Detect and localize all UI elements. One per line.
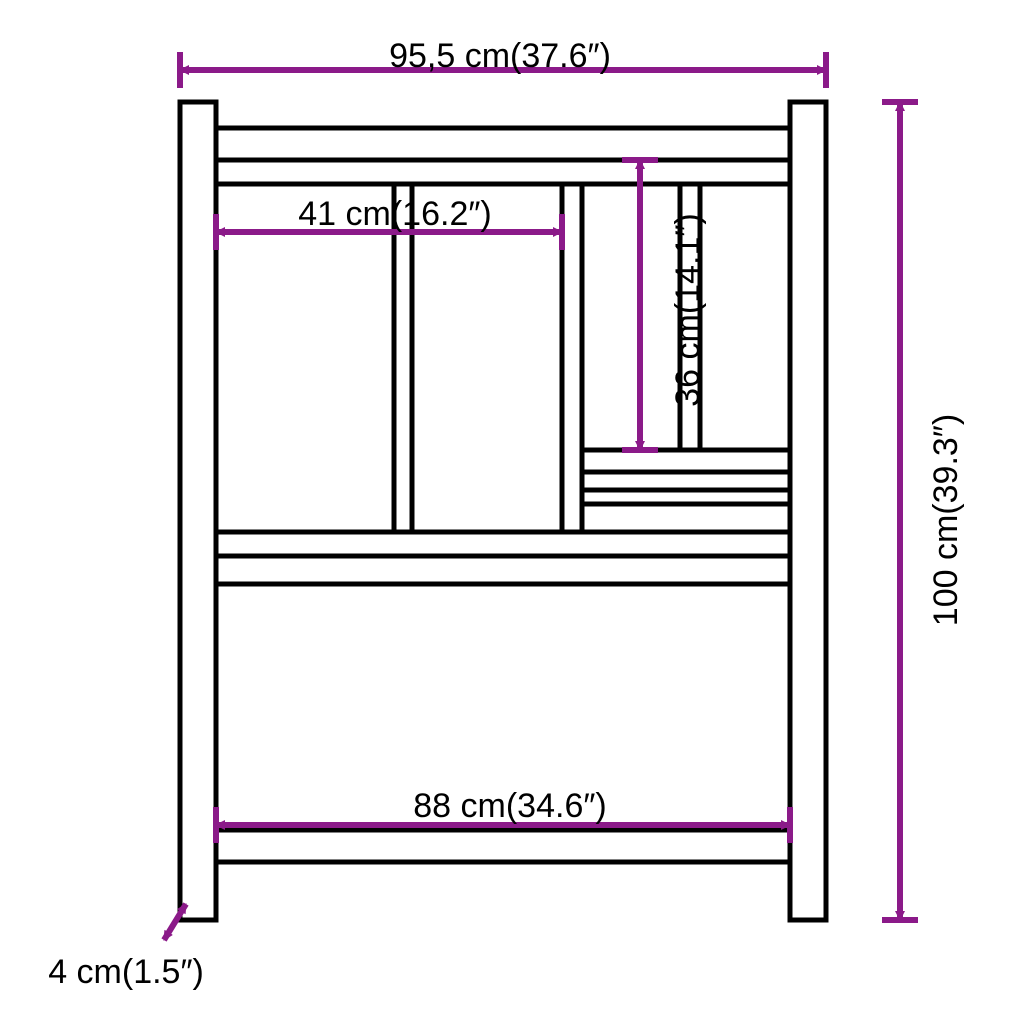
dimension-label: 88 cm(34.6″) <box>413 787 606 825</box>
dimension-label: 36 cm(14.1″) <box>669 213 707 406</box>
dimension-label: 4 cm(1.5″) <box>48 953 204 991</box>
dimension-label: 41 cm(16.2″) <box>298 195 491 233</box>
dimension-label: 100 cm(39.3″) <box>927 414 965 626</box>
dimension-label: 95,5 cm(37.6″) <box>389 37 611 75</box>
headboard-dimension-diagram: 95,5 cm(37.6″) 100 cm(39.3″) 41 cm(16.2″) 3… <box>0 0 1024 1024</box>
